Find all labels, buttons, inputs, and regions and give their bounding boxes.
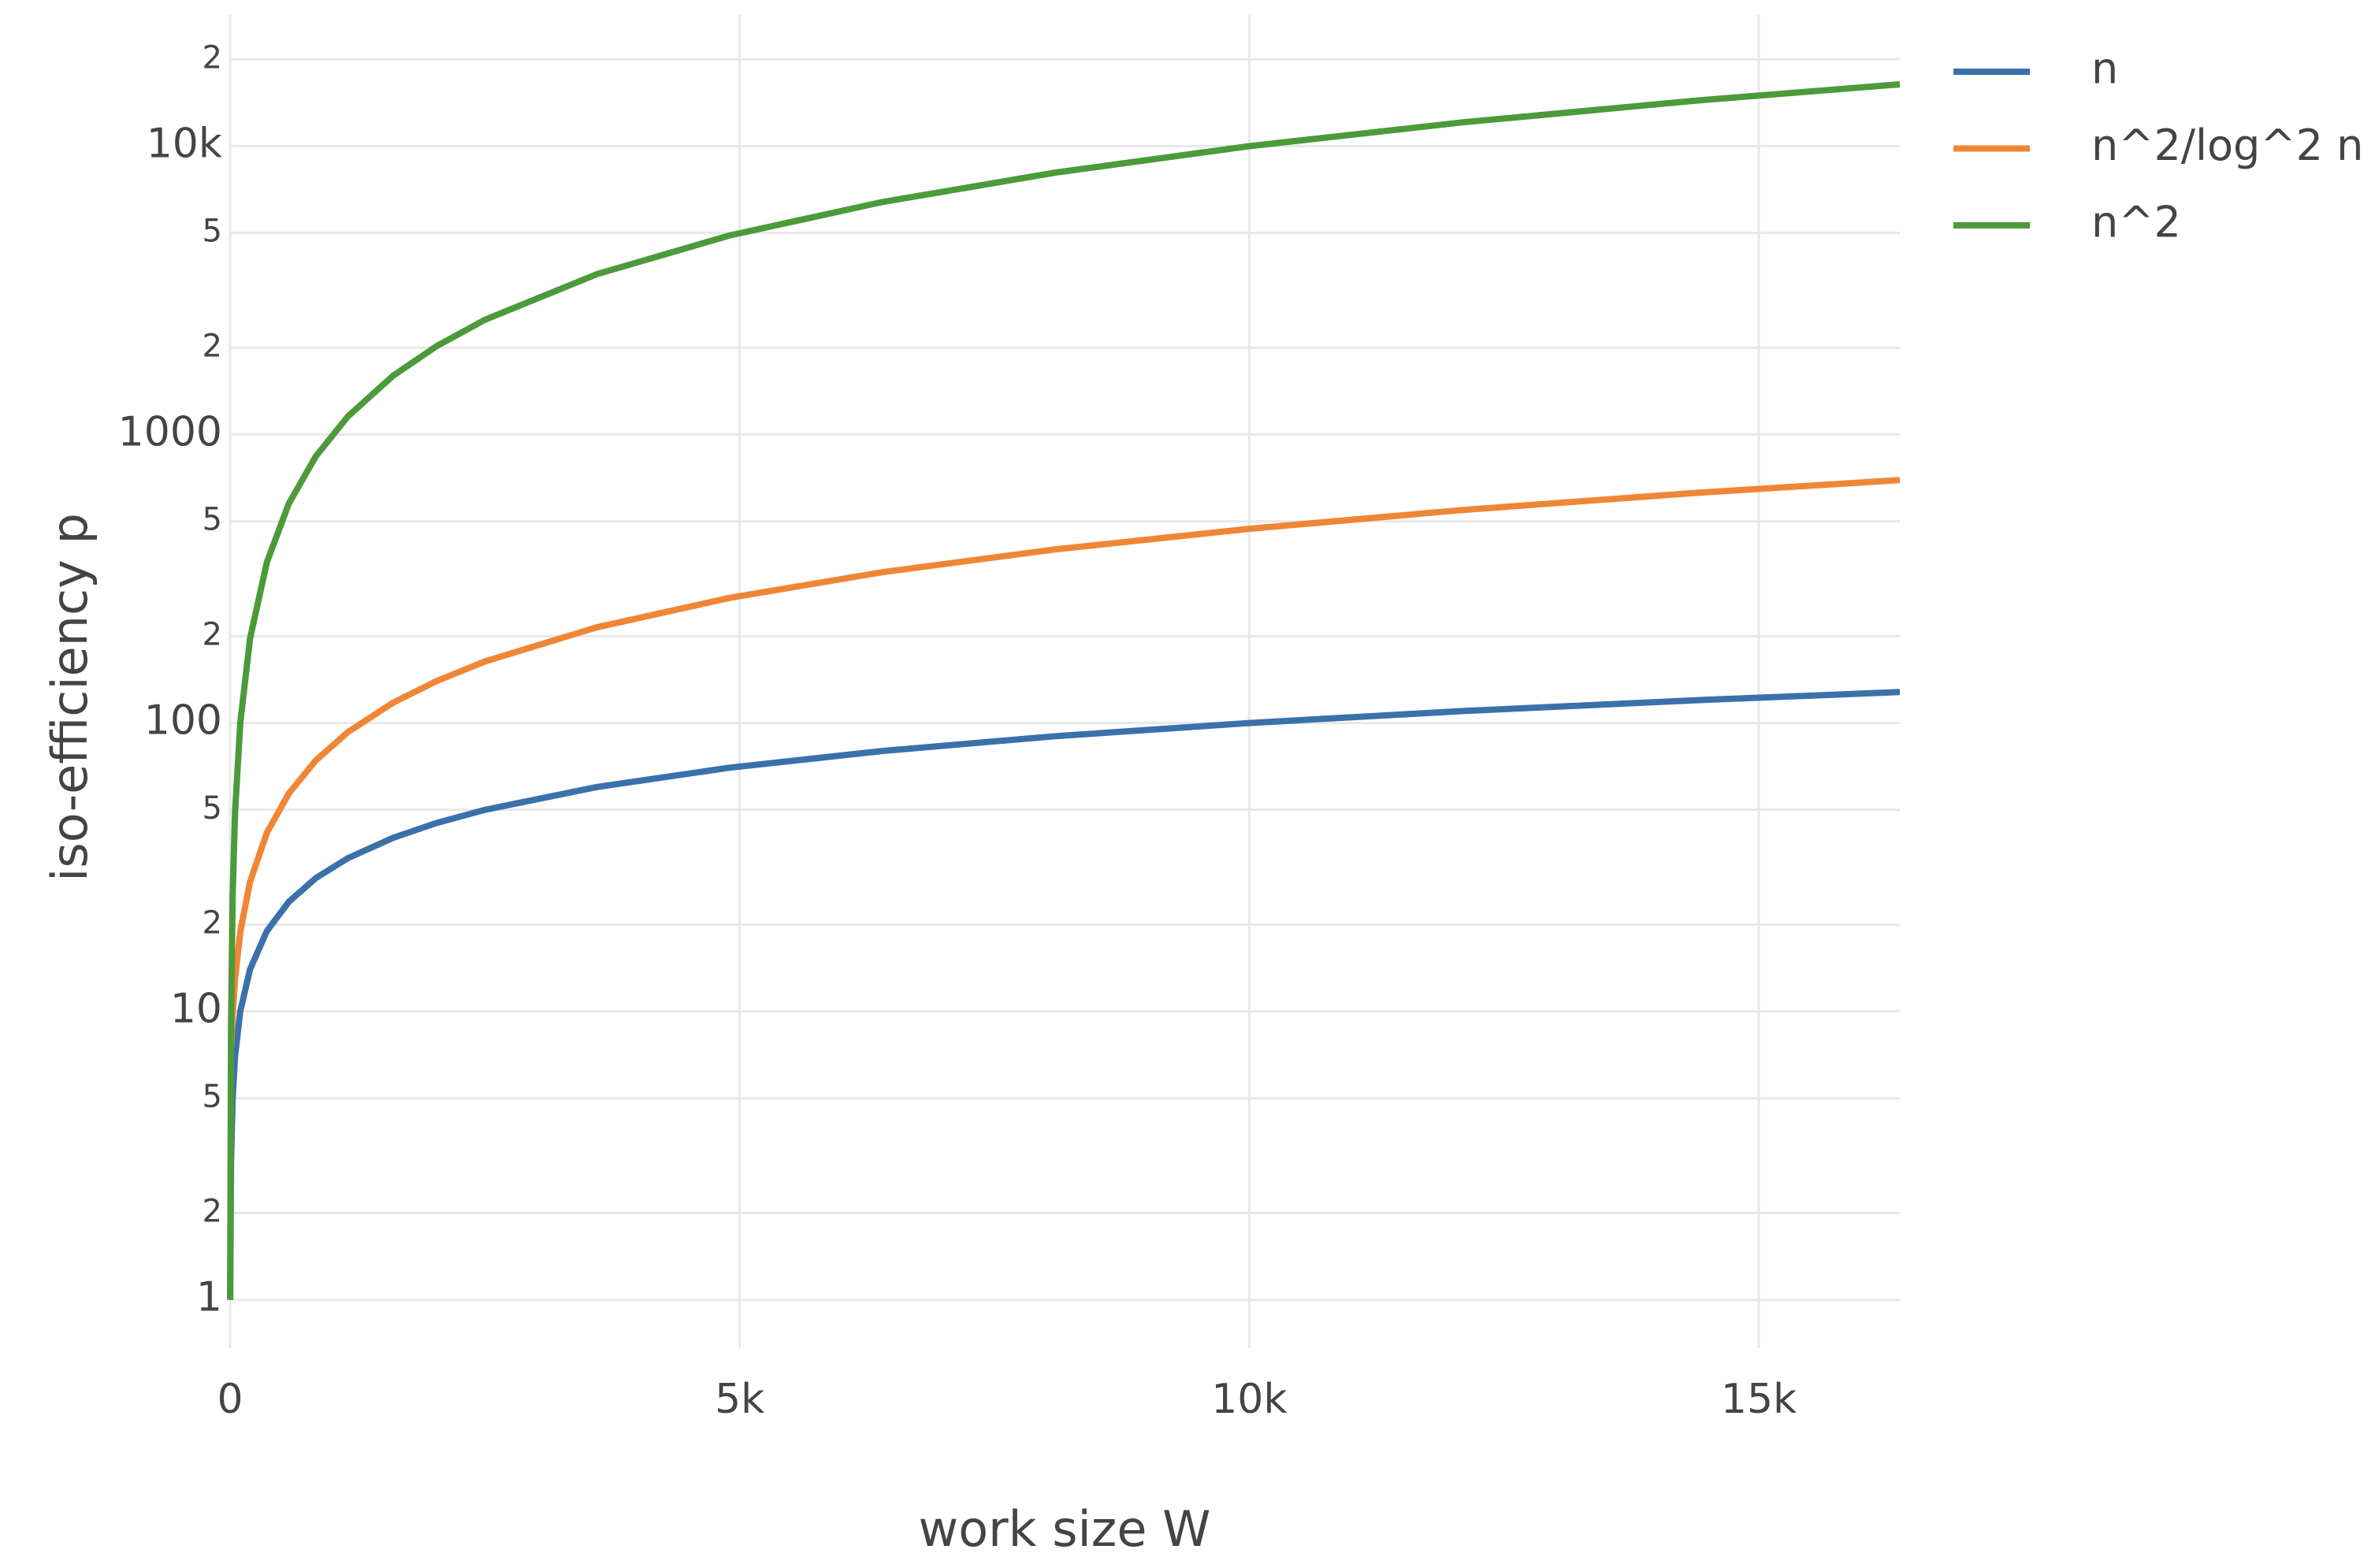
- x-axis-title: work size W: [919, 1500, 1211, 1558]
- x-tick-label: 10k: [1211, 1376, 1287, 1423]
- legend-label: n^2: [2091, 198, 2181, 247]
- y-tick-label: 2: [203, 905, 222, 941]
- legend-label: n^2/log^2 n: [2091, 121, 2363, 170]
- y-tick-label: 10k: [147, 120, 222, 167]
- line-series: [228, 477, 1901, 1049]
- y-tick-label: 5: [203, 1079, 222, 1115]
- y-tick-label: 1: [196, 1274, 222, 1321]
- y-tick-label: 10: [170, 986, 222, 1033]
- y-tick-label: 2: [203, 328, 222, 364]
- y-tick-label: 2: [203, 616, 222, 652]
- legend-label: n: [2091, 44, 2118, 94]
- y-tick-label: 2: [203, 1193, 222, 1229]
- x-tick-label: 15k: [1721, 1376, 1797, 1423]
- line-series: [227, 689, 1901, 1300]
- y-axis-title: iso-efficiency p: [41, 513, 98, 882]
- y-tick-label: 2: [203, 39, 222, 76]
- y-tick-label: 1000: [118, 409, 222, 456]
- y-tick-label: 5: [203, 214, 222, 250]
- x-tick-label: 0: [217, 1376, 243, 1423]
- y-tick-label: 5: [203, 502, 222, 538]
- y-tick-label: 5: [203, 790, 222, 827]
- y-tick-label: 100: [144, 697, 222, 745]
- x-tick-label: 5k: [715, 1376, 764, 1423]
- line-series: [227, 81, 1901, 1300]
